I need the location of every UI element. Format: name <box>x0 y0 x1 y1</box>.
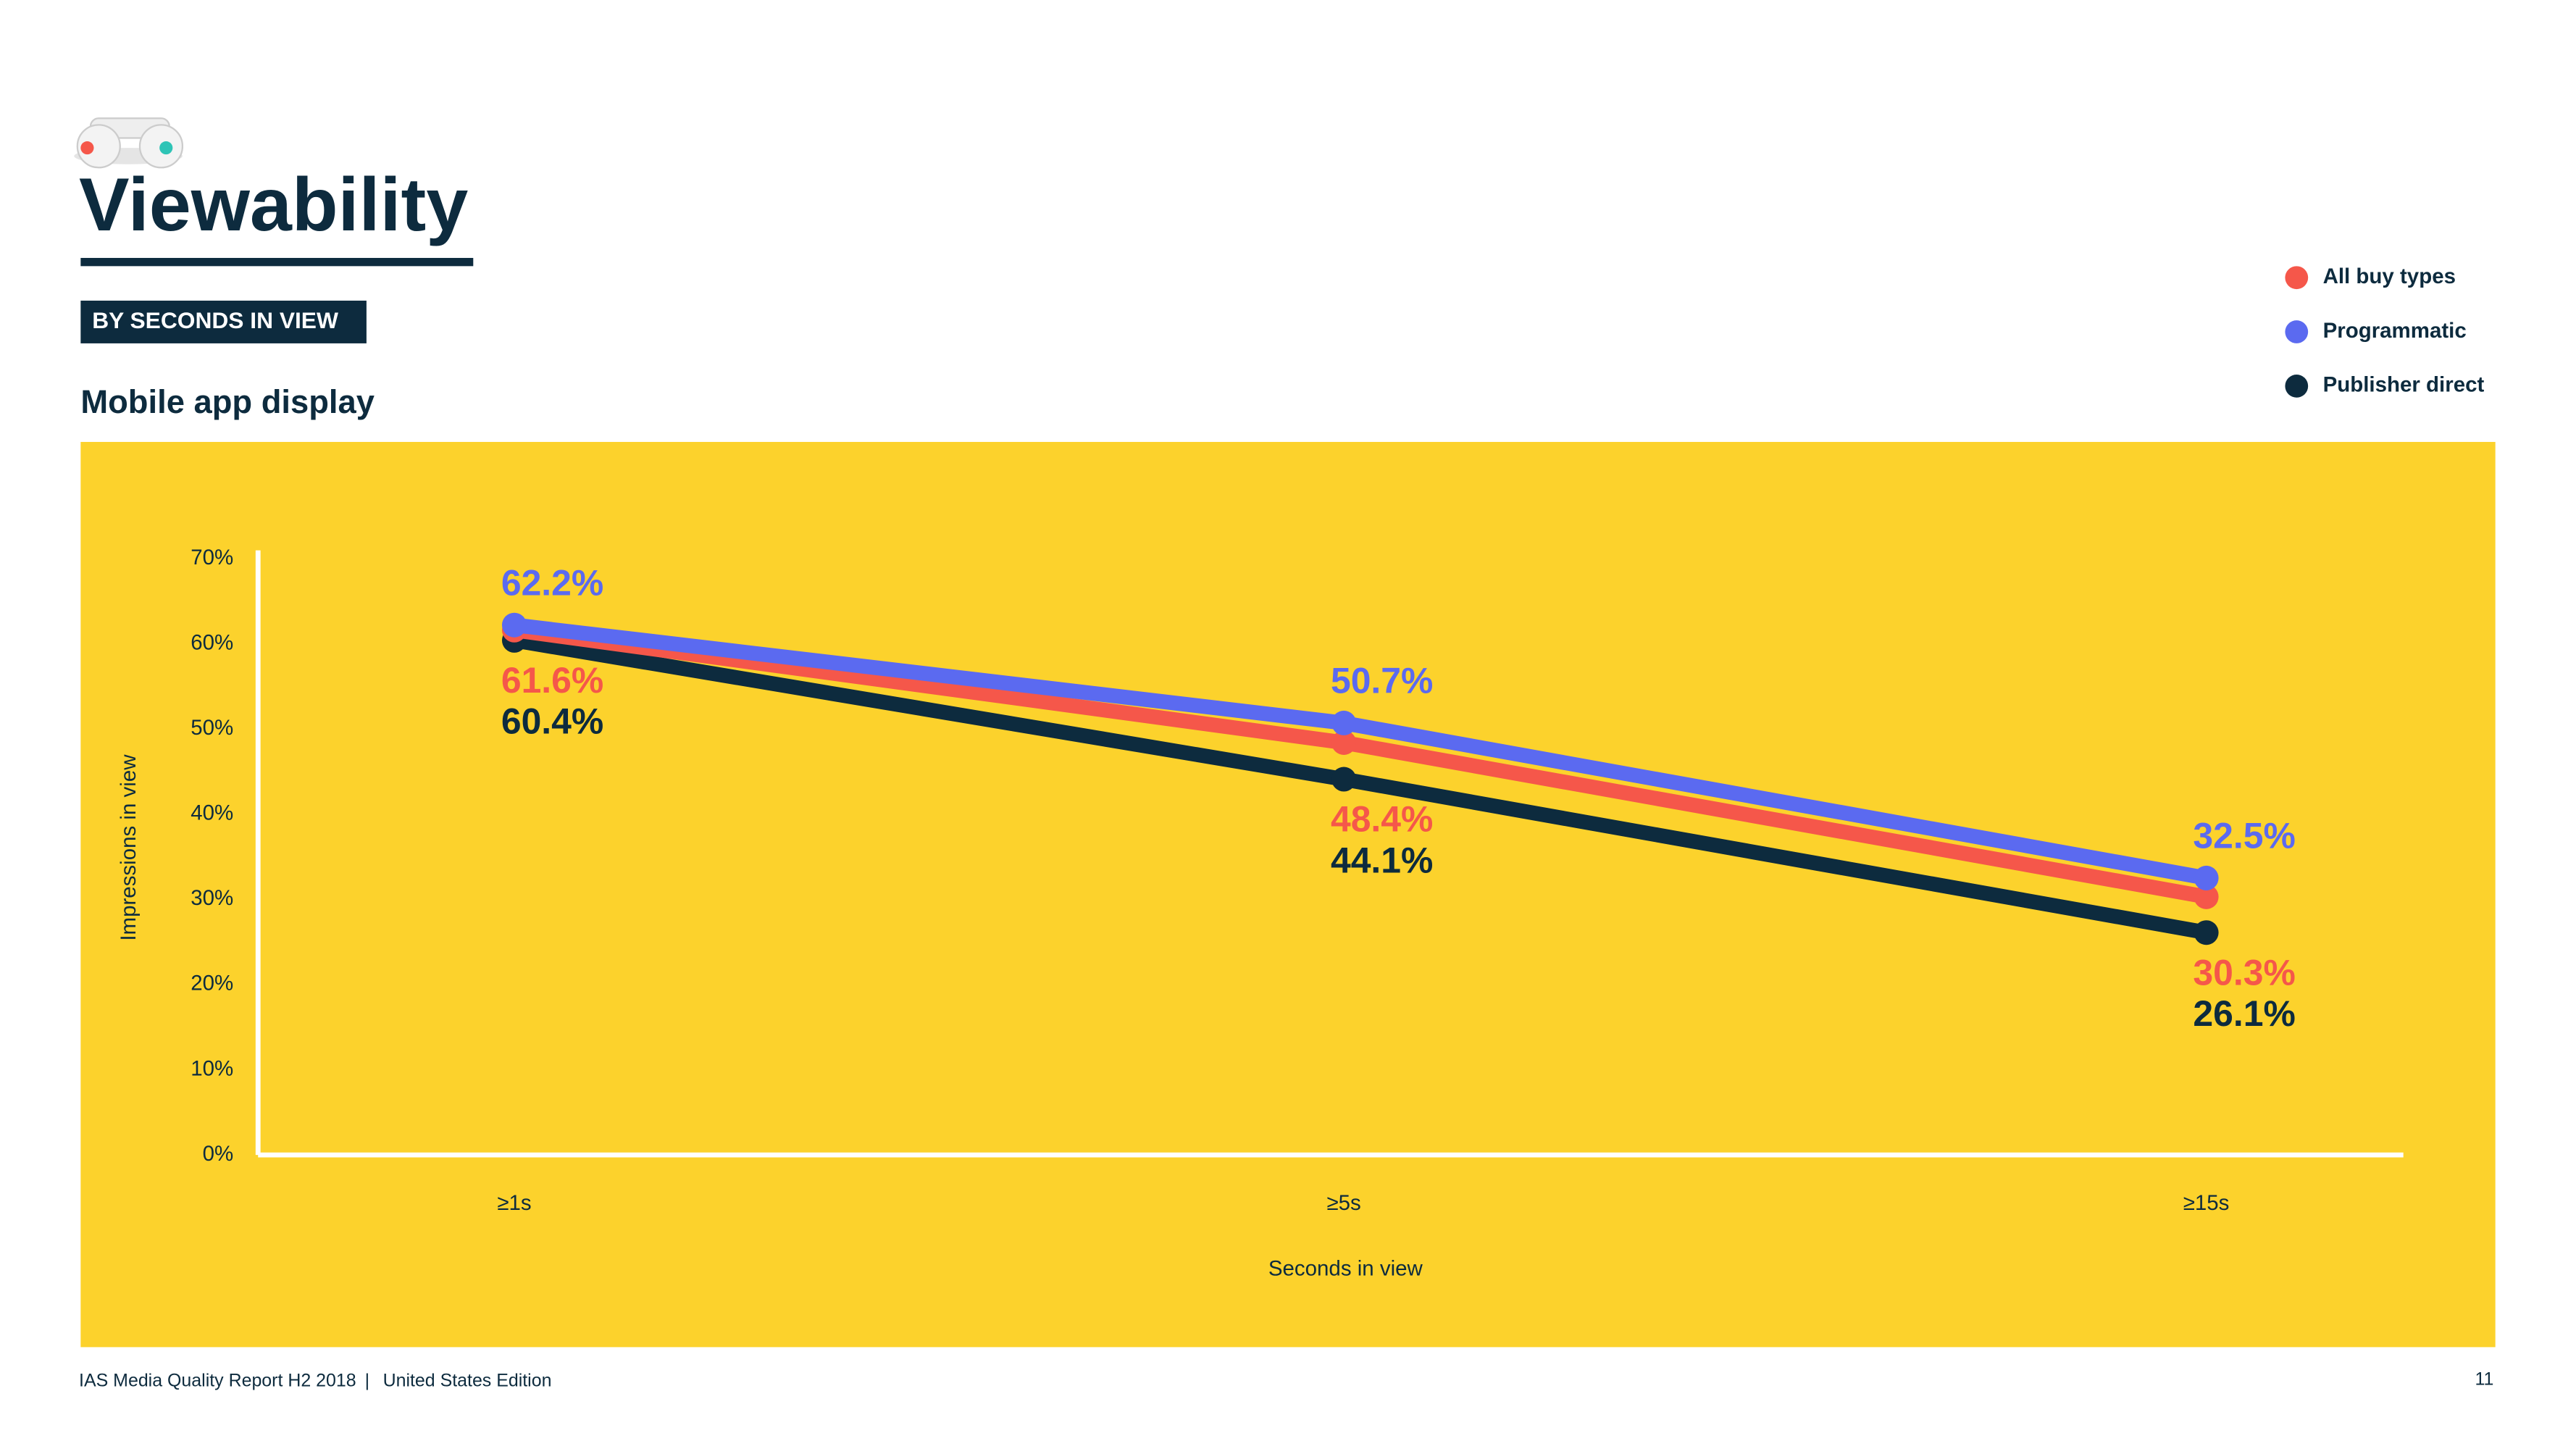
footer-separator: | <box>365 1371 369 1391</box>
binoculars-icon <box>74 117 184 169</box>
y-tick-label: 50% <box>191 716 233 740</box>
y-tick-label: 40% <box>191 801 233 825</box>
page-title: Viewability <box>79 163 468 247</box>
subtitle: Mobile app display <box>80 383 375 420</box>
legend-swatch <box>2285 266 2309 290</box>
y-tick-label: 70% <box>191 546 233 569</box>
legend-label: Publisher direct <box>2323 373 2485 397</box>
data-point <box>2194 865 2219 890</box>
tag: BY SECONDS IN VIEW <box>92 307 338 333</box>
x-tick-label: ≥5s <box>1326 1191 1360 1215</box>
data-label: 30.3% <box>2193 952 2295 993</box>
data-label: 61.6% <box>501 660 603 701</box>
y-tick-label: 30% <box>191 886 233 910</box>
y-axis-label: Impressions in view <box>117 754 141 941</box>
data-label: 50.7% <box>1331 661 1433 701</box>
data-label: 48.4% <box>1331 799 1433 840</box>
legend-swatch <box>2285 375 2309 398</box>
x-tick-label: ≥1s <box>497 1191 531 1215</box>
y-tick-label: 10% <box>191 1056 233 1080</box>
page-number: 11 <box>2475 1369 2494 1389</box>
x-tick-label: ≥15s <box>2183 1191 2230 1215</box>
chart-panel <box>80 441 2496 1348</box>
data-label: 26.1% <box>2193 993 2295 1034</box>
legend-swatch <box>2285 320 2309 343</box>
x-axis-label: Seconds in view <box>1268 1257 1423 1281</box>
data-point <box>1331 710 1357 735</box>
data-point <box>2194 920 2219 945</box>
title-underline <box>80 258 474 267</box>
data-label: 44.1% <box>1331 840 1433 880</box>
data-label: 32.5% <box>2193 816 2295 856</box>
y-tick-label: 20% <box>191 972 233 995</box>
legend-label: All buy types <box>2323 264 2456 288</box>
data-label: 60.4% <box>501 701 603 742</box>
tag-box <box>80 300 367 343</box>
legend-label: Programmatic <box>2323 319 2467 343</box>
data-point <box>1331 730 1357 755</box>
data-label: 62.2% <box>501 562 603 603</box>
y-tick-label: 0% <box>203 1142 234 1166</box>
y-tick-label: 60% <box>191 630 233 654</box>
data-point <box>501 612 527 638</box>
data-point <box>1331 767 1357 792</box>
footer-report: IAS Media Quality Report H2 2018 <box>79 1371 356 1391</box>
data-point <box>2194 884 2219 909</box>
footer-edition: United States Edition <box>383 1371 552 1391</box>
